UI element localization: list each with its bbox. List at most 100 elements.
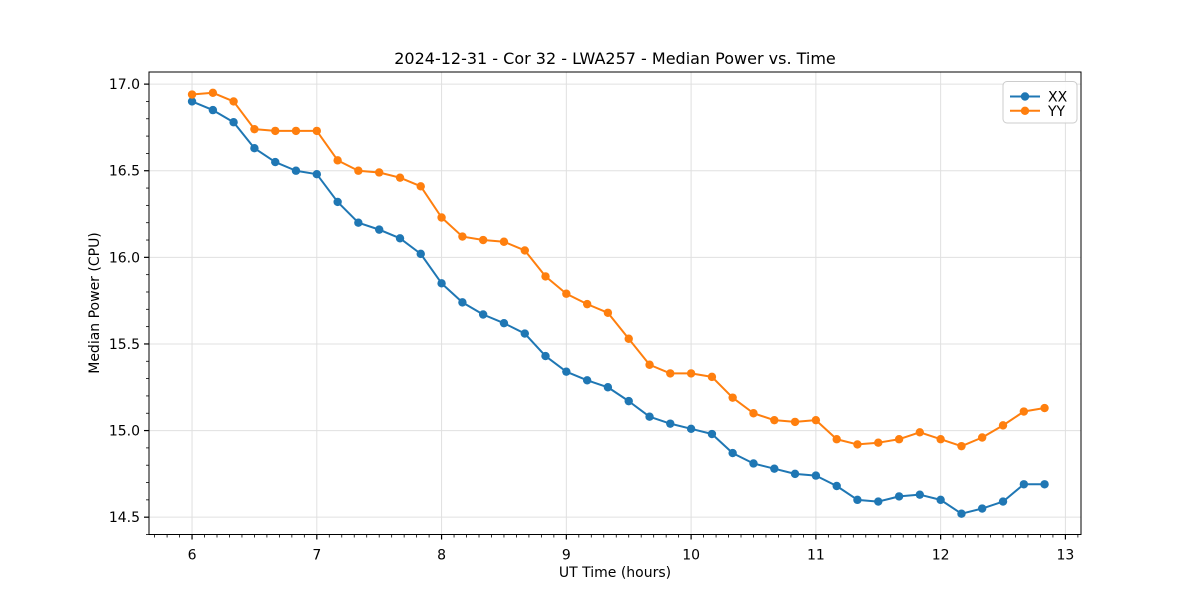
data-point	[499, 318, 509, 328]
plot-border	[148, 71, 1082, 535]
data-point	[458, 232, 467, 241]
data-point	[936, 495, 945, 505]
data-point	[832, 481, 841, 491]
data-point	[541, 272, 550, 281]
data-point	[624, 334, 633, 343]
data-point	[271, 126, 280, 136]
data-point	[977, 504, 987, 513]
data-point	[208, 105, 218, 115]
legend-marker-xx	[1020, 92, 1030, 101]
data-point	[686, 369, 696, 378]
data-point	[915, 490, 925, 499]
data-point	[1040, 403, 1049, 413]
series-xx	[187, 97, 1049, 518]
data-point	[499, 237, 509, 246]
data-point	[354, 166, 363, 175]
data-point	[416, 249, 425, 259]
data-point	[811, 471, 821, 480]
data-point	[395, 234, 405, 243]
data-point	[728, 393, 737, 402]
data-point	[832, 435, 841, 444]
data-point	[187, 90, 197, 99]
data-point	[770, 464, 779, 473]
y-tick-label: 14.5	[109, 510, 140, 526]
data-point	[894, 435, 904, 444]
x-tick-label: 10	[682, 548, 700, 564]
data-point	[250, 144, 259, 153]
data-point	[998, 497, 1008, 506]
data-point	[977, 433, 987, 442]
data-point	[520, 329, 529, 338]
data-point	[478, 235, 488, 245]
y-tick-label: 16.5	[109, 164, 140, 180]
data-point	[603, 383, 613, 392]
legend-marker-yy	[1020, 106, 1030, 116]
data-point	[478, 310, 488, 319]
data-point	[582, 299, 592, 309]
data-point	[707, 372, 717, 382]
legend-label-xx: XX	[1048, 90, 1068, 106]
x-tick-label: 8	[437, 548, 446, 564]
data-point	[562, 367, 571, 376]
data-point	[250, 124, 259, 134]
data-point	[562, 289, 571, 298]
data-point	[437, 279, 446, 288]
data-point	[374, 168, 384, 177]
x-tick-label: 7	[312, 548, 321, 564]
data-point	[1019, 480, 1029, 489]
data-point	[333, 156, 342, 165]
data-point	[645, 360, 654, 369]
data-point	[749, 459, 758, 468]
data-point	[291, 166, 301, 175]
data-point	[853, 495, 862, 505]
data-point	[603, 308, 613, 317]
grid-layer	[149, 72, 1081, 535]
data-point	[1040, 480, 1049, 489]
data-point	[936, 435, 945, 444]
data-point	[416, 182, 425, 191]
chart-title: 2024-12-31 - Cor 32 - LWA257 - Median Po…	[394, 49, 836, 68]
legend-label-yy: YY	[1047, 104, 1066, 120]
data-point	[291, 126, 301, 136]
data-point	[312, 126, 322, 136]
data-point	[874, 438, 883, 447]
x-tick-label: 9	[562, 548, 571, 564]
data-point	[271, 157, 280, 167]
x-tick-label: 11	[807, 548, 825, 564]
data-point	[957, 441, 966, 451]
data-point	[853, 440, 862, 449]
data-point	[458, 298, 467, 307]
data-point	[229, 97, 238, 106]
data-point	[187, 97, 197, 106]
data-point	[374, 225, 384, 234]
data-point	[1019, 407, 1029, 416]
y-tick-label: 15.5	[109, 337, 140, 353]
data-point	[728, 448, 737, 458]
x-tick-label: 13	[1056, 548, 1074, 564]
data-point	[624, 396, 633, 406]
data-point	[437, 213, 446, 222]
data-point	[811, 415, 821, 425]
data-point	[582, 376, 592, 385]
data-point	[541, 351, 550, 361]
data-point	[666, 369, 675, 378]
y-axis-label: Median Power (CPU)	[87, 232, 103, 374]
y-tick-label: 15.0	[109, 424, 140, 440]
data-point	[957, 509, 966, 518]
x-tick-label: 12	[932, 548, 950, 564]
data-point	[520, 246, 529, 255]
data-point	[208, 88, 218, 97]
y-tick-label: 17.0	[109, 77, 140, 93]
tick-layer	[144, 83, 1079, 540]
data-point	[312, 170, 322, 179]
x-axis-label: UT Time (hours)	[559, 565, 671, 581]
series-yy	[187, 88, 1049, 451]
data-point	[666, 419, 675, 428]
data-point	[790, 469, 800, 479]
legend: XX YY	[1002, 81, 1078, 124]
data-point	[395, 173, 405, 182]
data-point	[998, 421, 1008, 430]
data-point	[354, 218, 363, 227]
